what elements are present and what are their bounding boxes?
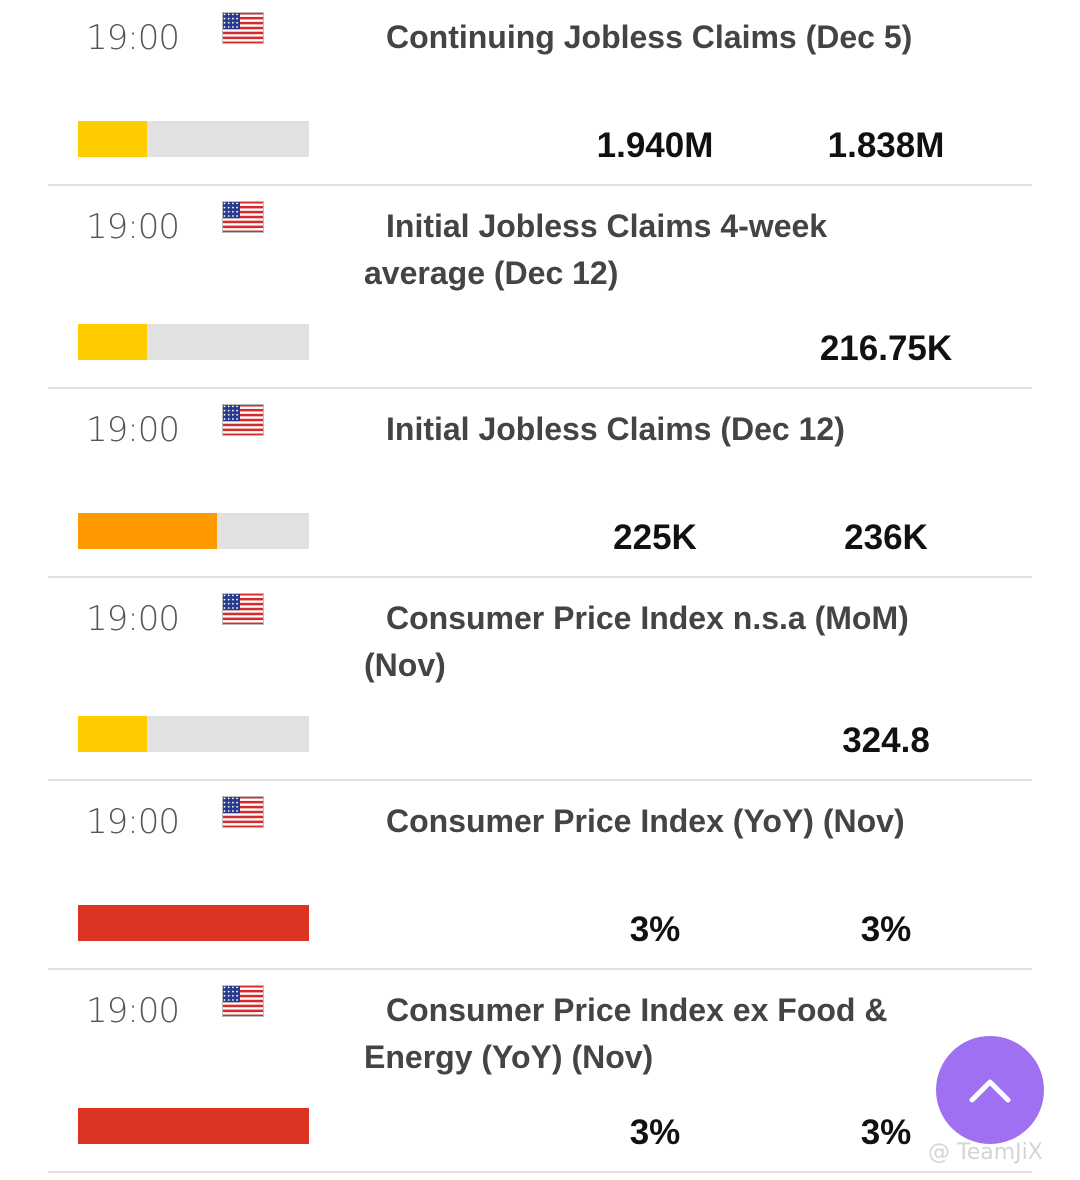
chevron-up-icon [969, 1079, 1011, 1103]
us-flag-icon [222, 201, 264, 233]
importance-fill [78, 716, 148, 752]
event-time: 19:00 [86, 599, 180, 639]
event-time: 19:00 [86, 18, 180, 58]
importance-fill [78, 513, 217, 549]
forecast-value: 236K [844, 518, 928, 557]
us-flag-icon [222, 796, 264, 828]
actual-value: 3% [629, 910, 681, 949]
importance-bar [78, 905, 309, 941]
event-time: 19:00 [86, 207, 180, 247]
actual-value: 3% [629, 1113, 681, 1152]
forecast-value: 324.8 [842, 721, 930, 760]
event-time: 19:00 [86, 802, 180, 842]
forecast-value: 3% [860, 910, 912, 949]
forecast-value: 216.75K [819, 329, 953, 368]
actual-value: 225K [613, 518, 697, 557]
importance-fill [78, 324, 148, 360]
event-title: Initial Jobless Claims (Dec 12) [386, 411, 845, 447]
importance-bar [78, 1108, 309, 1144]
importance-fill [78, 1108, 309, 1144]
row-divider [48, 576, 1032, 578]
scroll-to-top-button[interactable] [936, 1036, 1044, 1144]
us-flag-icon [222, 593, 264, 625]
row-divider [48, 779, 1032, 781]
importance-fill [78, 121, 148, 157]
row-divider [48, 968, 1032, 970]
row-divider [48, 1171, 1032, 1173]
importance-fill [78, 905, 309, 941]
watermark: @ TeamJiX [928, 1140, 1043, 1165]
event-row[interactable]: 19:00 Consumer Price Index ex Food & Ene… [0, 973, 1080, 1177]
event-title: Consumer Price Index n.s.a (MoM) (Nov) [364, 600, 909, 683]
forecast-value: 1.838M [827, 126, 945, 165]
importance-bar [78, 716, 309, 752]
us-flag-icon [222, 985, 264, 1017]
event-title: Initial Jobless Claims 4-week average (D… [364, 208, 828, 291]
event-time: 19:00 [86, 991, 180, 1031]
importance-bar [78, 513, 309, 549]
event-row[interactable]: 19:00 Initial Jobless Claims 4-week aver… [0, 189, 1080, 389]
row-divider [48, 184, 1032, 186]
event-row[interactable]: 19:00 Consumer Price Index n.s.a (MoM) (… [0, 581, 1080, 781]
event-title: Consumer Price Index ex Food & Energy (Y… [364, 992, 888, 1075]
row-divider [48, 387, 1032, 389]
importance-bar [78, 324, 309, 360]
event-row[interactable]: 19:00 Initial Jobless Claims (Dec 12) 22… [0, 392, 1080, 579]
event-time: 19:00 [86, 410, 180, 450]
us-flag-icon [222, 12, 264, 44]
forecast-value: 3% [860, 1113, 912, 1152]
us-flag-icon [222, 404, 264, 436]
event-row[interactable]: 19:00 Continuing Jobless Claims (Dec 5) … [0, 0, 1080, 186]
actual-value: 1.940M [596, 126, 714, 165]
importance-bar [78, 121, 309, 157]
event-row[interactable]: 19:00 Consumer Price Index (YoY) (Nov) 3… [0, 784, 1080, 971]
event-title: Continuing Jobless Claims (Dec 5) [386, 19, 913, 55]
event-title: Consumer Price Index (YoY) (Nov) [386, 803, 905, 839]
